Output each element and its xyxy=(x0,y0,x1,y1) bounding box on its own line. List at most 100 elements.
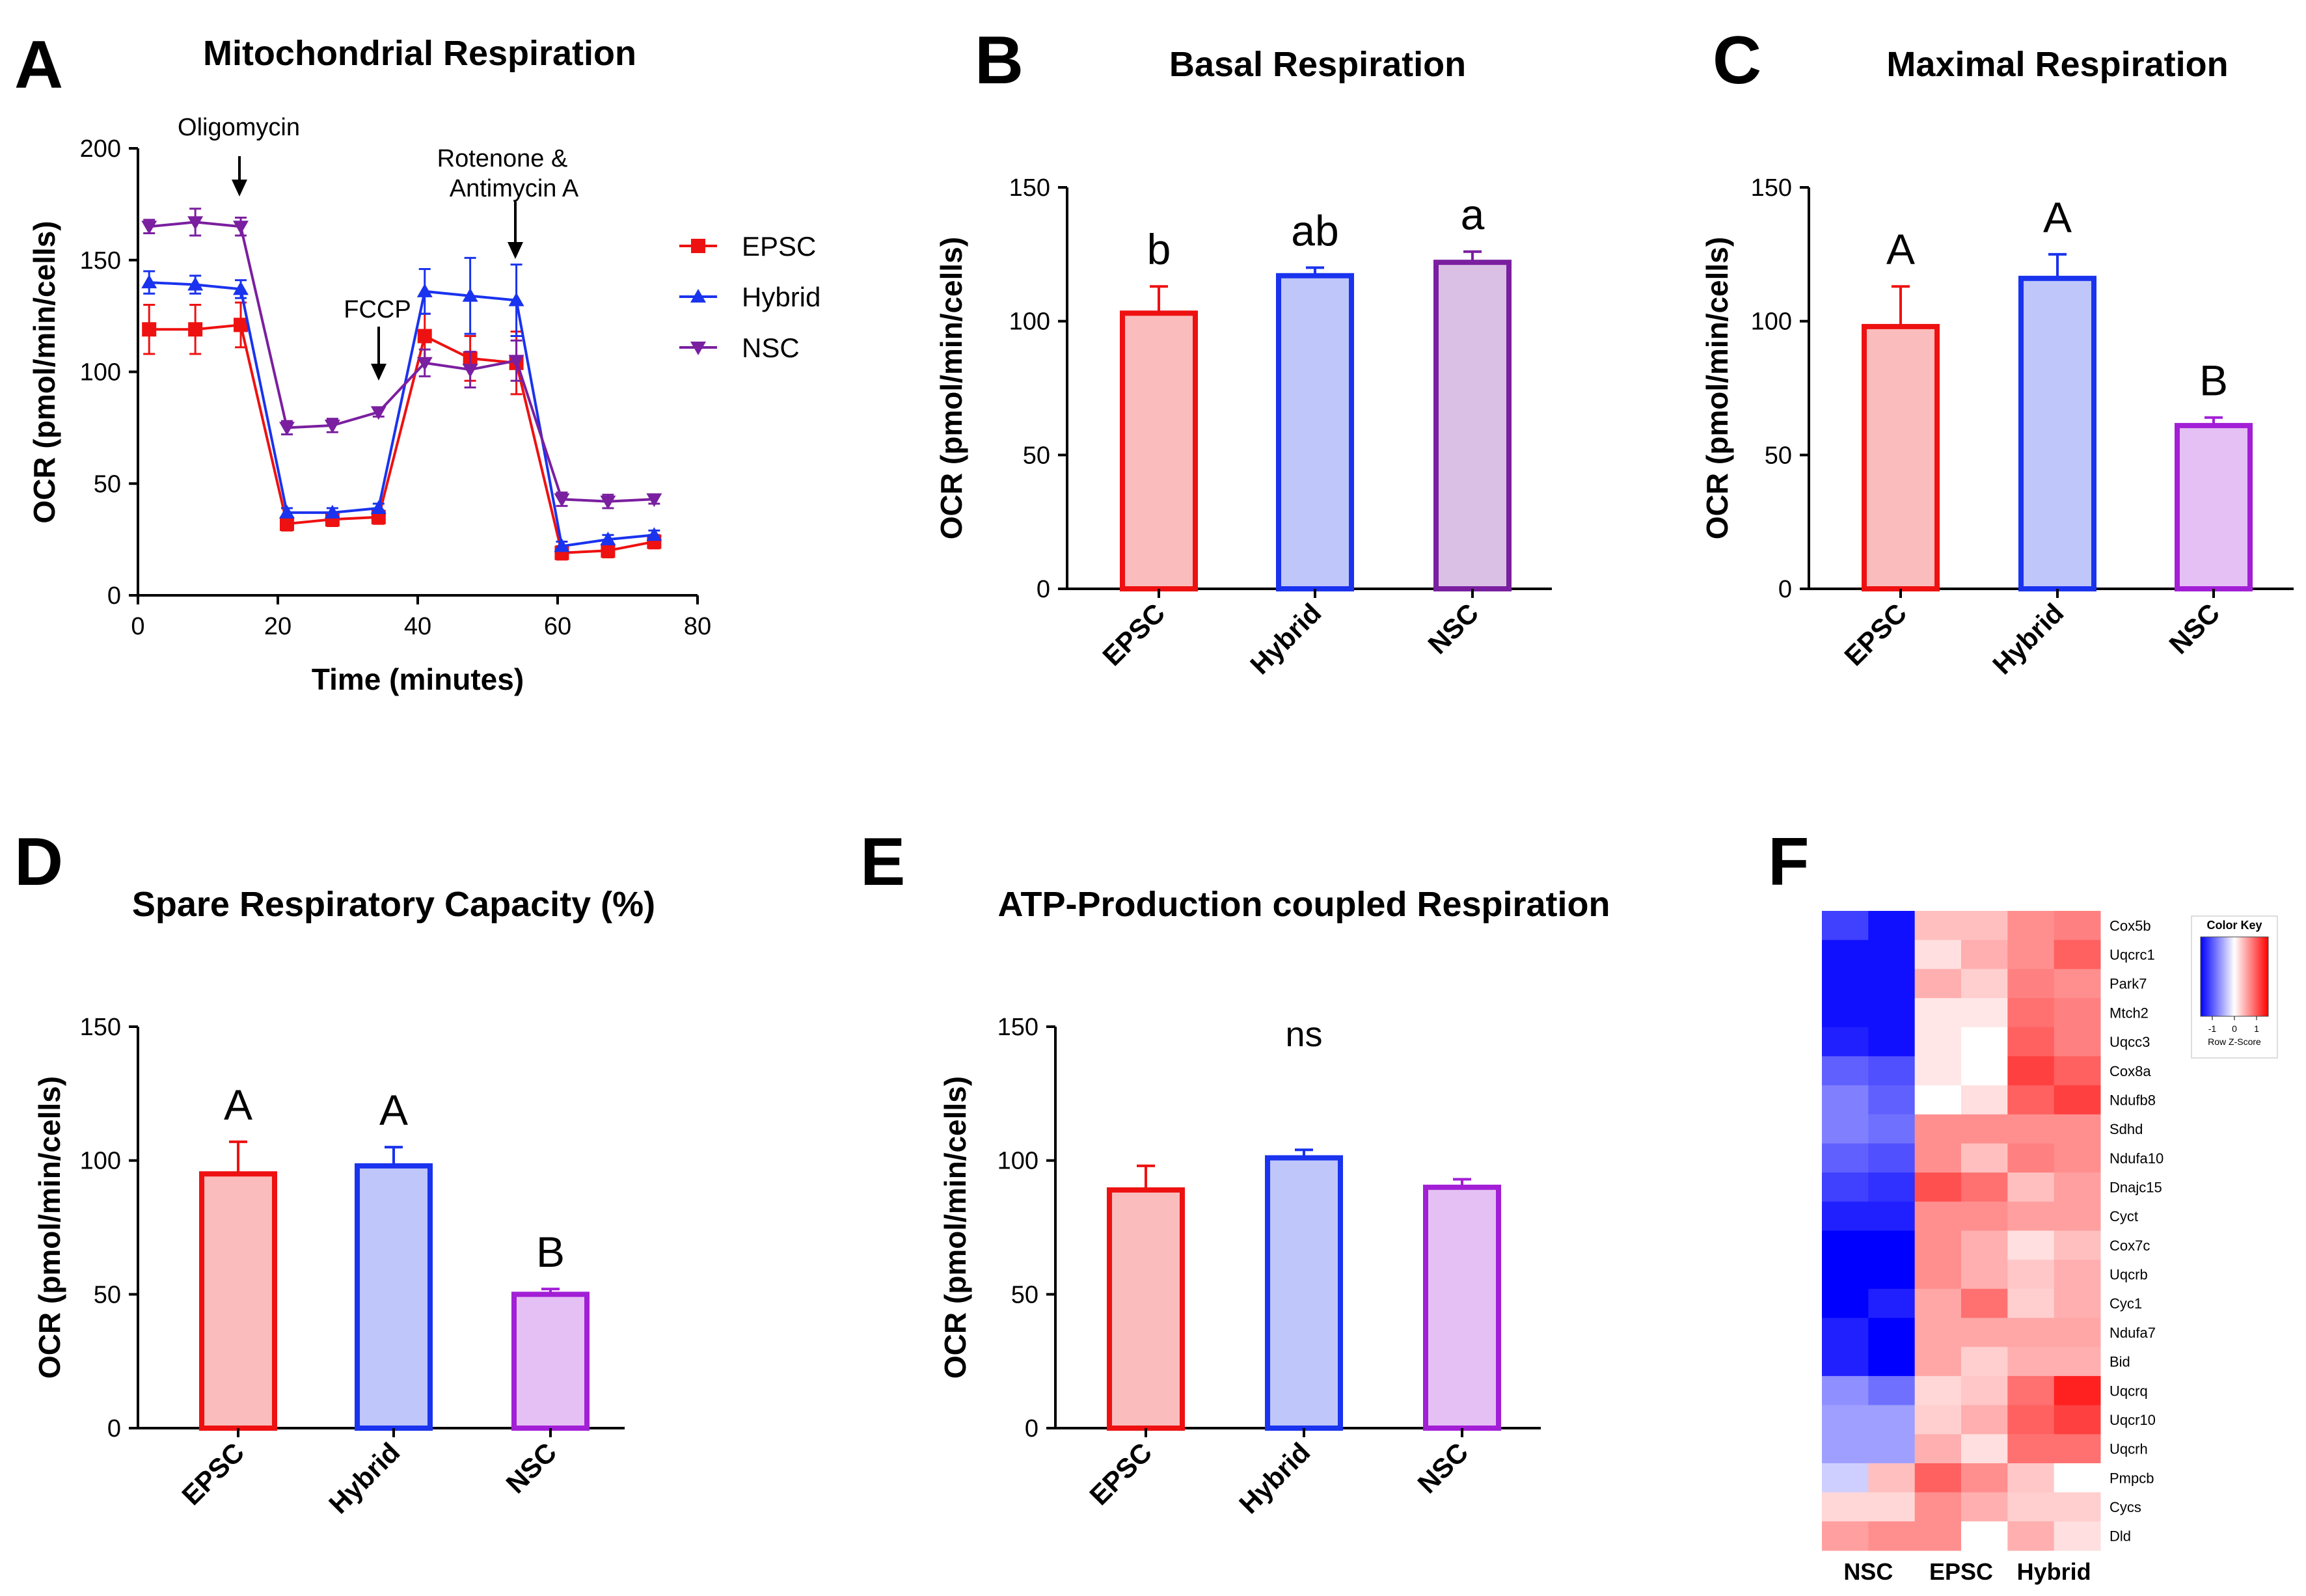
heatmap-cell xyxy=(2007,1288,2055,1319)
heatmap-cell xyxy=(1822,969,1869,999)
category-label-epsc: EPSC xyxy=(176,1437,250,1511)
significance-letter-hybrid: A xyxy=(379,1086,408,1134)
heatmap-cell xyxy=(2054,1201,2101,1231)
x-axis-label: Time (minutes) xyxy=(312,662,524,696)
series-line xyxy=(149,221,655,503)
heatmap-cell xyxy=(2007,1347,2055,1377)
color-key-tick-label: 0 xyxy=(2232,1023,2237,1034)
chart-title: Spare Respiratory Capacity (%) xyxy=(132,885,655,924)
bar-hybrid xyxy=(2018,275,2096,591)
heatmap-column-label-nsc: NSC xyxy=(1843,1558,1893,1585)
significance-letter-hybrid: ab xyxy=(1291,206,1338,254)
data-point xyxy=(370,406,387,420)
panel-b-bar-chart: Basal Respiration 0 50 100 150 OCR (pmol/min/… xyxy=(934,45,1552,680)
bar-nsc xyxy=(1433,260,1512,591)
data-point xyxy=(508,355,524,369)
data-point xyxy=(417,329,432,344)
heatmap-cell xyxy=(1961,1027,2008,1057)
y-tick-label: 150 xyxy=(80,1014,121,1041)
data-point xyxy=(234,318,249,332)
heatmap-cell xyxy=(1868,1347,1916,1377)
heatmap-cell xyxy=(1961,1434,2008,1464)
gene-label-park7: Park7 xyxy=(2109,976,2147,992)
heatmap-cell xyxy=(1914,1288,1962,1319)
heatmap-cell xyxy=(1822,1318,1869,1347)
category-label-epsc: EPSC xyxy=(1838,597,1912,671)
color-key-tick-label: 1 xyxy=(2254,1023,2259,1034)
y-axis-label: OCR (pmol/min/cells) xyxy=(33,1076,66,1379)
series-line xyxy=(149,281,655,548)
heatmap-cell xyxy=(1822,1347,1869,1377)
heatmap-cell xyxy=(1961,1521,2008,1551)
heatmap-cell xyxy=(1822,1172,1869,1202)
heatmap-cell xyxy=(1914,1492,1962,1522)
heatmap-cell xyxy=(1868,1143,1916,1173)
data-point xyxy=(187,277,204,291)
panel-letter-b: B xyxy=(975,23,1024,98)
y-tick-label: 150 xyxy=(1009,174,1050,202)
heatmap-row-uqcrh xyxy=(1822,1434,2101,1464)
x-tick-label: 60 xyxy=(544,613,571,640)
data-point xyxy=(554,493,570,507)
heatmap-cell xyxy=(1914,1230,1962,1260)
y-axis-label: OCR (pmol/min/cells) xyxy=(938,1076,972,1379)
heatmap-cell xyxy=(1868,998,1916,1028)
data-point xyxy=(278,504,295,519)
heatmap-cell xyxy=(1961,1172,2008,1202)
legend-marker xyxy=(690,342,706,355)
heatmap-cell xyxy=(1822,1405,1869,1435)
heatmap-cell xyxy=(2007,1114,2055,1144)
y-tick-label: 50 xyxy=(1011,1281,1038,1308)
heatmap-cell xyxy=(2054,1027,2101,1057)
y-tick-label: 150 xyxy=(80,247,121,275)
chart-title: Basal Respiration xyxy=(1169,45,1466,84)
heatmap-cell xyxy=(1961,1143,2008,1173)
data-point xyxy=(600,532,616,546)
heatmap-cell xyxy=(1914,1056,1962,1086)
data-point xyxy=(324,504,340,519)
heatmap-cell xyxy=(1961,1463,2008,1493)
data-point xyxy=(187,216,204,230)
significance-letter-nsc: B xyxy=(2199,357,2228,405)
category-label-hybrid: Hybrid xyxy=(1987,597,2069,680)
heatmap-column-label-hybrid: Hybrid xyxy=(2017,1558,2091,1585)
heatmap-cell xyxy=(2007,1056,2055,1086)
heatmap-cell xyxy=(1868,1201,1916,1231)
category-label-nsc: NSC xyxy=(1422,597,1484,660)
heatmap-cell xyxy=(2054,1056,2101,1086)
heatmap-row-uqcrc1 xyxy=(1822,940,2101,969)
heatmap-cell xyxy=(2054,998,2101,1028)
heatmap-cell xyxy=(1961,1230,2008,1260)
heatmap-cell xyxy=(2007,1143,2055,1173)
heatmap-row-uqcc3 xyxy=(1822,1027,2101,1057)
chart-title: Maximal Respiration xyxy=(1886,45,2228,84)
gene-label-bid: Bid xyxy=(2109,1354,2130,1370)
heatmap-cell xyxy=(1822,1027,1869,1057)
heatmap-cell xyxy=(2007,969,2055,999)
heatmap-cell xyxy=(1868,1027,1916,1057)
heatmap-row-cox5b xyxy=(1822,911,2101,941)
heatmap-cell xyxy=(1914,1521,1962,1551)
panel-a-line-chart: Mitochondrial Respiration 0 50 100 150 200 0 20… xyxy=(27,34,821,696)
gene-label-uqcc3: Uqcc3 xyxy=(2109,1034,2150,1050)
heatmap-cell xyxy=(1868,1085,1916,1115)
significance-letter-hybrid: A xyxy=(2043,193,2072,241)
category-label-epsc: EPSC xyxy=(1096,597,1171,671)
y-tick-label: 150 xyxy=(997,1014,1038,1041)
heatmap-cell xyxy=(1822,1056,1869,1086)
gene-label-dld: Dld xyxy=(2109,1528,2131,1545)
significance-letter-epsc: b xyxy=(1147,225,1171,273)
heatmap-cell xyxy=(1822,1492,1869,1522)
heatmap-cell xyxy=(1868,1375,1916,1406)
arrow-fccp-head xyxy=(371,364,387,381)
heatmap-column-label-epsc: EPSC xyxy=(1929,1558,1993,1585)
heatmap-row-uqcr10 xyxy=(1822,1405,2101,1435)
heatmap-cell xyxy=(1914,998,1962,1028)
color-key-title: Color Key xyxy=(2206,919,2262,932)
y-tick-label: 50 xyxy=(94,470,121,498)
y-axis-label: OCR (pmol/min/cells) xyxy=(934,237,968,539)
heatmap-row-dld xyxy=(1822,1521,2101,1551)
data-point xyxy=(278,422,295,436)
heatmap-cell xyxy=(2054,1288,2101,1319)
arrow-rotenone-head xyxy=(508,242,523,259)
